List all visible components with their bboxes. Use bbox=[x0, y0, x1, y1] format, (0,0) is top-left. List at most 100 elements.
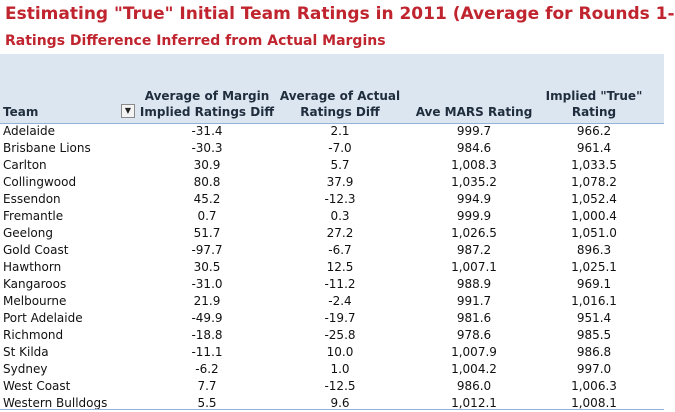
column-header-margin-diff-line2: Implied Ratings Diff bbox=[139, 105, 275, 119]
cell-margin-diff: 30.9 bbox=[193, 158, 221, 172]
cell-true-rating: 966.2 bbox=[576, 124, 612, 138]
column-header-margin-diff-line1: Average of Margin bbox=[144, 89, 270, 103]
cell-mars-rating: 994.9 bbox=[456, 192, 492, 206]
cell-team: Melbourne bbox=[3, 294, 67, 308]
cell-team: Carlton bbox=[3, 158, 47, 172]
cell-margin-diff: 45.2 bbox=[193, 192, 221, 206]
table-row: Fremantle 0.7 0.3 999.9 1,000.4 bbox=[0, 208, 664, 225]
cell-margin-diff: 51.7 bbox=[193, 226, 221, 240]
column-header-margin-diff: Average of Margin Implied Ratings Diff bbox=[137, 88, 277, 120]
cell-margin-diff: -6.2 bbox=[195, 362, 219, 376]
table-row: Carlton 30.9 5.7 1,008.3 1,033.5 bbox=[0, 157, 664, 174]
table-row: Gold Coast -97.7 -6.7 987.2 896.3 bbox=[0, 242, 664, 259]
cell-team: Kangaroos bbox=[3, 277, 67, 291]
cell-true-rating: 1,008.1 bbox=[571, 396, 617, 410]
column-header-team: Team bbox=[3, 105, 39, 119]
cell-actual-diff: -19.7 bbox=[324, 311, 356, 325]
cell-team: Essendon bbox=[3, 192, 61, 206]
cell-mars-rating: 1,026.5 bbox=[451, 226, 497, 240]
cell-team: West Coast bbox=[3, 379, 71, 393]
cell-margin-diff: 0.7 bbox=[197, 209, 217, 223]
table-row: Essendon 45.2 -12.3 994.9 1,052.4 bbox=[0, 191, 664, 208]
table-bottom-border bbox=[0, 409, 664, 410]
cell-margin-diff: -31.4 bbox=[191, 124, 223, 138]
cell-margin-diff: -97.7 bbox=[191, 243, 223, 257]
table-row: Sydney -6.2 1.0 1,004.2 997.0 bbox=[0, 361, 664, 378]
cell-mars-rating: 986.0 bbox=[456, 379, 492, 393]
cell-team: Fremantle bbox=[3, 209, 64, 223]
cell-team: Collingwood bbox=[3, 175, 77, 189]
column-header-mars-rating: Ave MARS Rating bbox=[415, 105, 533, 119]
table-row: Western Bulldogs 5.5 9.6 1,012.1 1,008.1 bbox=[0, 395, 664, 412]
cell-mars-rating: 988.9 bbox=[456, 277, 492, 291]
cell-actual-diff: -11.2 bbox=[324, 277, 356, 291]
cell-actual-diff: -2.4 bbox=[328, 294, 352, 308]
cell-margin-diff: -11.1 bbox=[191, 345, 223, 359]
cell-actual-diff: -12.5 bbox=[324, 379, 356, 393]
table-row: Geelong 51.7 27.2 1,026.5 1,051.0 bbox=[0, 225, 664, 242]
cell-mars-rating: 1,008.3 bbox=[451, 158, 497, 172]
table-row: Melbourne 21.9 -2.4 991.7 1,016.1 bbox=[0, 293, 664, 310]
cell-true-rating: 997.0 bbox=[576, 362, 612, 376]
cell-mars-rating: 978.6 bbox=[456, 328, 492, 342]
cell-margin-diff: -49.9 bbox=[191, 311, 223, 325]
page-subtitle: Ratings Difference Inferred from Actual … bbox=[5, 33, 386, 49]
table-header: Team Average of Margin Implied Ratings D… bbox=[0, 54, 664, 124]
cell-margin-diff: 30.5 bbox=[193, 260, 221, 274]
column-header-true-rating: Implied "True" Rating bbox=[524, 88, 664, 120]
cell-actual-diff: 10.0 bbox=[326, 345, 354, 359]
cell-team: Port Adelaide bbox=[3, 311, 83, 325]
cell-mars-rating: 1,035.2 bbox=[451, 175, 497, 189]
team-filter-dropdown-button[interactable]: ▼ bbox=[121, 104, 135, 118]
cell-actual-diff: 37.9 bbox=[326, 175, 354, 189]
cell-actual-diff: -6.7 bbox=[328, 243, 352, 257]
cell-actual-diff: 2.1 bbox=[330, 124, 350, 138]
table-body: Adelaide -31.4 2.1 999.7 966.2 Brisbane Lions… bbox=[0, 123, 664, 412]
cell-team: Brisbane Lions bbox=[3, 141, 91, 155]
table-row: Richmond -18.8 -25.8 978.6 985.5 bbox=[0, 327, 664, 344]
cell-margin-diff: 7.7 bbox=[197, 379, 217, 393]
cell-mars-rating: 1,007.1 bbox=[451, 260, 497, 274]
cell-true-rating: 1,051.0 bbox=[571, 226, 617, 240]
cell-mars-rating: 991.7 bbox=[456, 294, 492, 308]
cell-actual-diff: 9.6 bbox=[330, 396, 350, 410]
cell-team: Gold Coast bbox=[3, 243, 69, 257]
cell-true-rating: 896.3 bbox=[576, 243, 612, 257]
column-header-actual-diff: Average of Actual Ratings Diff bbox=[270, 88, 410, 120]
cell-true-rating: 951.4 bbox=[576, 311, 612, 325]
cell-true-rating: 986.8 bbox=[576, 345, 612, 359]
cell-true-rating: 1,000.4 bbox=[571, 209, 617, 223]
cell-mars-rating: 1,004.2 bbox=[451, 362, 497, 376]
cell-mars-rating: 999.7 bbox=[456, 124, 492, 138]
cell-actual-diff: 27.2 bbox=[326, 226, 354, 240]
cell-margin-diff: -18.8 bbox=[191, 328, 223, 342]
cell-mars-rating: 981.6 bbox=[456, 311, 492, 325]
cell-team: Hawthorn bbox=[3, 260, 62, 274]
cell-true-rating: 1,006.3 bbox=[571, 379, 617, 393]
cell-mars-rating: 984.6 bbox=[456, 141, 492, 155]
column-header-actual-diff-line2: Ratings Diff bbox=[300, 105, 380, 119]
cell-team: Western Bulldogs bbox=[3, 396, 108, 410]
cell-true-rating: 969.1 bbox=[576, 277, 612, 291]
cell-true-rating: 985.5 bbox=[576, 328, 612, 342]
cell-actual-diff: -7.0 bbox=[328, 141, 352, 155]
dropdown-arrow-icon: ▼ bbox=[124, 106, 132, 115]
cell-actual-diff: 1.0 bbox=[330, 362, 350, 376]
column-header-true-rating-line2: Rating bbox=[571, 105, 617, 119]
page-title: Estimating "True" Initial Team Ratings i… bbox=[5, 4, 675, 24]
cell-team: St Kilda bbox=[3, 345, 49, 359]
table-row: St Kilda -11.1 10.0 1,007.9 986.8 bbox=[0, 344, 664, 361]
cell-mars-rating: 999.9 bbox=[456, 209, 492, 223]
cell-actual-diff: 5.7 bbox=[330, 158, 350, 172]
cell-margin-diff: 21.9 bbox=[193, 294, 221, 308]
table-row: Port Adelaide -49.9 -19.7 981.6 951.4 bbox=[0, 310, 664, 327]
cell-actual-diff: -25.8 bbox=[324, 328, 356, 342]
cell-true-rating: 1,016.1 bbox=[571, 294, 617, 308]
cell-true-rating: 1,025.1 bbox=[571, 260, 617, 274]
cell-actual-diff: 0.3 bbox=[330, 209, 350, 223]
table-row: West Coast 7.7 -12.5 986.0 1,006.3 bbox=[0, 378, 664, 395]
cell-team: Sydney bbox=[3, 362, 48, 376]
cell-actual-diff: 12.5 bbox=[326, 260, 354, 274]
table-row: Brisbane Lions -30.3 -7.0 984.6 961.4 bbox=[0, 140, 664, 157]
cell-margin-diff: 80.8 bbox=[193, 175, 221, 189]
